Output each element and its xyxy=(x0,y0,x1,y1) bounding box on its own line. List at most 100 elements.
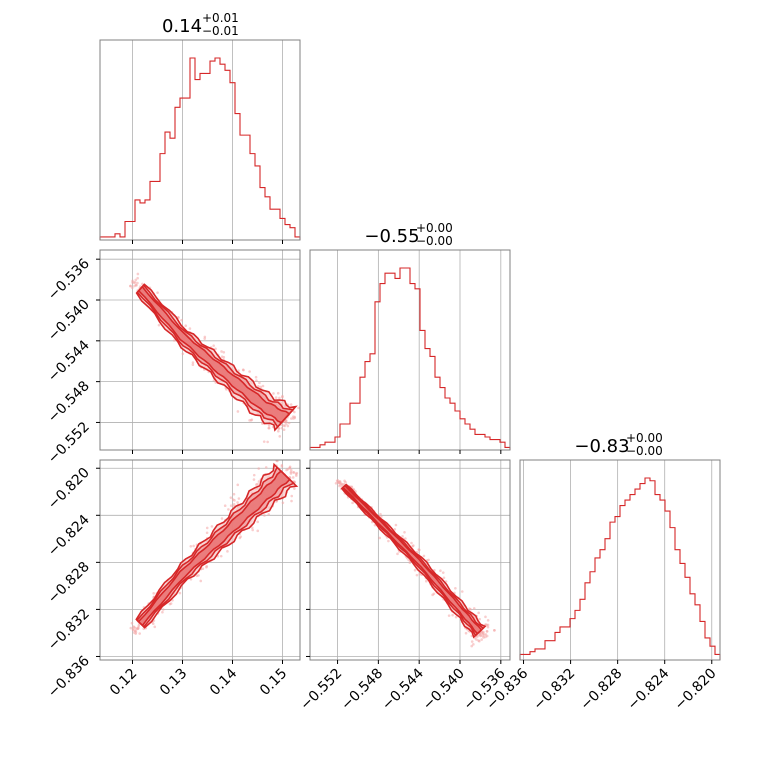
sample-point xyxy=(295,471,299,475)
sample-point xyxy=(248,370,251,373)
sample-point xyxy=(220,355,224,358)
density-panel-0 xyxy=(129,272,300,444)
sample-point xyxy=(340,482,343,486)
sample-point xyxy=(153,625,157,629)
sample-point xyxy=(274,396,278,399)
sample-point xyxy=(301,506,304,509)
tick-label-y: −0.540 xyxy=(45,297,93,345)
sample-point xyxy=(189,545,193,548)
sample-point xyxy=(135,284,138,287)
sample-point xyxy=(478,617,481,621)
panel-title-lower-0: −0.01 xyxy=(202,24,239,38)
sample-point xyxy=(188,327,192,330)
sample-point xyxy=(418,548,421,552)
sample-point xyxy=(223,504,227,508)
sample-point xyxy=(232,502,236,506)
sample-point xyxy=(131,286,134,289)
sample-point xyxy=(250,526,254,530)
sample-point xyxy=(393,527,397,531)
histogram-2 xyxy=(519,477,721,660)
tick-label-y: −0.836 xyxy=(45,653,93,701)
sample-point xyxy=(278,435,282,438)
sample-point xyxy=(338,484,341,488)
sample-point xyxy=(210,525,214,528)
sample-point xyxy=(203,337,207,340)
tick-label-y: −0.828 xyxy=(45,559,93,607)
sample-point xyxy=(282,424,286,427)
sample-point xyxy=(480,631,484,634)
tick-label-y: −0.536 xyxy=(45,256,93,304)
sample-point xyxy=(280,463,284,467)
sample-point xyxy=(189,577,193,581)
sample-point xyxy=(263,514,266,517)
sample-point xyxy=(133,281,137,284)
sample-point xyxy=(192,544,195,548)
sample-point xyxy=(379,515,383,519)
tick-label-x: 0.12 xyxy=(107,666,140,699)
sample-point xyxy=(289,403,293,406)
sample-point xyxy=(480,638,483,641)
sample-point xyxy=(304,482,307,485)
sample-point xyxy=(180,318,183,322)
tick-label-x: −0.544 xyxy=(379,665,427,713)
panel-title-upper-1: +0.00 xyxy=(416,221,453,235)
sample-point xyxy=(254,375,258,379)
sample-point xyxy=(286,424,290,428)
sample-point xyxy=(255,379,258,382)
sample-point xyxy=(172,339,176,342)
sample-point xyxy=(237,497,241,500)
sample-point xyxy=(236,483,240,487)
sample-point xyxy=(484,615,487,619)
sample-point xyxy=(236,410,240,413)
histogram-0 xyxy=(99,57,301,240)
sample-point xyxy=(205,526,209,530)
tick-label-y: −0.820 xyxy=(45,465,93,513)
sample-point xyxy=(281,395,284,399)
sample-point xyxy=(342,482,346,486)
panel-frame-hist-1 xyxy=(309,249,511,451)
sample-point xyxy=(277,429,280,433)
sample-point xyxy=(138,632,141,635)
sample-point xyxy=(195,574,199,578)
sample-point xyxy=(256,529,260,533)
sample-point xyxy=(262,440,266,443)
sample-point xyxy=(134,632,137,635)
sample-point xyxy=(468,607,471,610)
sample-point xyxy=(276,391,280,395)
sample-point xyxy=(404,537,407,540)
sample-point xyxy=(289,468,293,472)
sample-point xyxy=(248,419,251,422)
sample-point xyxy=(233,499,236,502)
tick-label-y: −0.544 xyxy=(45,337,93,385)
tick-label-x: 0.15 xyxy=(257,666,290,699)
contour-level-2 xyxy=(342,484,483,635)
sample-point xyxy=(134,629,137,633)
sample-point xyxy=(297,406,300,410)
panel-title-2: −0.83 xyxy=(574,436,629,457)
sample-point xyxy=(336,480,340,484)
sample-point xyxy=(295,474,298,477)
sample-point xyxy=(131,628,135,632)
tick-label-x: −0.820 xyxy=(672,666,720,714)
sample-point xyxy=(220,350,223,353)
sample-point xyxy=(343,479,346,483)
sample-point xyxy=(470,644,474,648)
sample-point xyxy=(290,499,293,503)
sample-point xyxy=(485,629,489,633)
sample-point xyxy=(252,473,256,477)
sample-point xyxy=(282,428,286,431)
sample-point xyxy=(267,426,271,430)
sample-point xyxy=(460,590,464,593)
sample-point xyxy=(157,323,161,327)
sample-point xyxy=(290,494,294,498)
sample-point xyxy=(287,421,291,425)
sample-point xyxy=(439,569,442,572)
panel-title-1: −0.55 xyxy=(364,226,419,247)
sample-point xyxy=(403,530,406,534)
sample-point xyxy=(272,392,275,395)
sample-point xyxy=(484,635,487,639)
sample-point xyxy=(134,626,137,630)
sample-point xyxy=(387,539,390,543)
sample-point xyxy=(284,420,288,423)
